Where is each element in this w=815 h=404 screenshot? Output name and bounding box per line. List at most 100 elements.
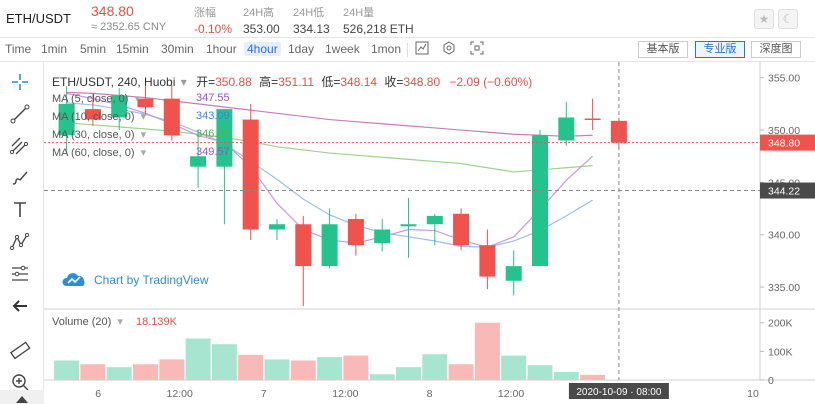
ticker-header: ETH/USDT 348.80 ≈ 2352.65 CNY 涨幅 -0.10% …: [0, 0, 815, 38]
volume-bar: [553, 371, 579, 380]
volume-bar: [396, 367, 421, 380]
tf-5min[interactable]: 5min: [80, 42, 107, 56]
price-tick-label: 335.00: [768, 282, 800, 294]
tf-1mon[interactable]: 1mon: [371, 42, 402, 56]
ma60-line: [66, 91, 593, 137]
legend-symbol[interactable]: ETH/USDT, 240, Huobi: [52, 75, 176, 89]
candle-body: [321, 224, 338, 267]
volume-bar: [106, 367, 132, 380]
candle-body: [426, 215, 443, 225]
stat-value: 334.13: [293, 22, 330, 36]
candle-body: [610, 120, 627, 143]
ma-label: MA (60, close, 0): [52, 147, 135, 159]
zoom-in-icon[interactable]: [8, 370, 32, 394]
fib-tool-icon[interactable]: [8, 134, 32, 158]
star-icon[interactable]: ★: [754, 9, 774, 29]
volume-bar: [369, 374, 395, 380]
tf-4hour[interactable]: 4hour: [244, 42, 281, 56]
open-label: 开=: [196, 75, 216, 89]
pattern-icon[interactable]: [8, 230, 32, 254]
crosshair-price-tag: 344.22: [768, 186, 800, 198]
candle-body: [374, 229, 391, 244]
pair-name: ETH/USDT: [6, 11, 71, 26]
price-chart[interactable]: 355.00350.00345.00340.00335.00200K100K03…: [44, 62, 815, 404]
moon-icon[interactable]: ☾: [778, 9, 798, 29]
time-tick-label: 12:00: [332, 388, 358, 400]
candle-body: [111, 95, 128, 118]
volume-bar: [527, 365, 553, 380]
candle-body: [400, 224, 417, 227]
volume-bar: [474, 322, 500, 380]
tf-15min[interactable]: 15min: [116, 42, 149, 56]
cursor-time-tag-bg: [568, 383, 669, 399]
tradingview-brand[interactable]: Chart by TradingView: [62, 270, 209, 291]
trend-line-icon[interactable]: [8, 102, 32, 126]
collapse-toolbar-button[interactable]: [0, 390, 44, 404]
chart-type-icon[interactable]: [413, 41, 431, 59]
cursor-time-tag: 2020-10-09 · 08:00: [576, 387, 662, 398]
tf-1hour[interactable]: 1hour: [206, 42, 237, 56]
text-tool-icon[interactable]: [8, 198, 32, 222]
legend-ma5[interactable]: MA (5, close, 0) ▾: [52, 93, 141, 105]
time-tick-label: 7: [261, 388, 267, 400]
tf-1min[interactable]: 1min: [41, 42, 68, 56]
settings-icon[interactable]: [440, 41, 458, 59]
view-depth-button[interactable]: 深度图: [751, 41, 801, 58]
stat-volume: 24H量 526,218 ETH: [343, 4, 414, 36]
stat-change: 涨幅 -0.10%: [194, 4, 232, 36]
fullscreen-icon[interactable]: [468, 41, 486, 59]
candle-body: [505, 266, 522, 281]
time-tick-label: 12:00: [167, 388, 193, 400]
prediction-icon[interactable]: [8, 262, 32, 286]
high-label: 高=: [259, 75, 279, 89]
tf-30min[interactable]: 30min: [161, 42, 194, 56]
arrow-left-icon[interactable]: [8, 294, 32, 318]
stat-label: 涨幅: [194, 7, 216, 19]
price-tick-label: 350.00: [768, 125, 800, 137]
tradingview-cloud-icon: [62, 270, 88, 291]
last-price-tag: 348.80: [768, 138, 800, 150]
ma5-value: 347.55: [196, 92, 230, 104]
chart-background: [44, 62, 815, 404]
legend-volume[interactable]: Volume (20) ▾ 18.139K: [52, 316, 177, 328]
volume-tick-label: 100K: [768, 346, 793, 358]
candle-body: [584, 118, 601, 121]
chart-toolbar: Time 1min 5min 15min 30min 1hour 4hour 1…: [0, 38, 815, 62]
view-basic-button[interactable]: 基本版: [638, 41, 688, 58]
volume-bar: [290, 360, 316, 380]
volume-bar: [317, 357, 343, 380]
ma30-line: [66, 122, 593, 173]
tf-time[interactable]: Time: [5, 42, 32, 56]
candle-body: [347, 219, 364, 246]
legend-ohlc: ETH/USDT, 240, Huobi ▾ 开=350.88 高=351.11…: [52, 75, 533, 89]
candle-body: [242, 119, 259, 230]
divider: [407, 43, 408, 57]
candle-body: [295, 224, 312, 267]
stat-label: 24H量: [343, 7, 375, 19]
ma-label: MA (10, close, 0): [52, 111, 135, 123]
volume-bar: [211, 344, 237, 380]
crosshair-icon[interactable]: [8, 70, 32, 94]
close-label: 收=: [384, 75, 404, 89]
volume-bar: [422, 354, 448, 380]
candle-body: [137, 98, 154, 108]
candle-body: [269, 224, 285, 230]
stat-low: 24H低 334.13: [293, 4, 330, 36]
low-label: 低=: [321, 75, 341, 89]
open-value: 350.88: [215, 75, 252, 89]
stat-label: 24H高: [243, 7, 275, 19]
view-pro-button[interactable]: 专业版: [695, 41, 745, 58]
tf-1week[interactable]: 1week: [325, 42, 360, 56]
ruler-icon[interactable]: [8, 338, 32, 362]
legend-ma60[interactable]: MA (60, close, 0) ▾: [52, 147, 147, 159]
legend-ma30[interactable]: MA (30, close, 0) ▾: [52, 129, 147, 141]
volume-bar: [238, 354, 264, 380]
volume-bar: [264, 359, 290, 380]
tf-1day[interactable]: 1day: [288, 42, 315, 56]
volume-tick-label: 0: [768, 375, 774, 387]
legend-ma10[interactable]: MA (10, close, 0) ▾: [52, 111, 147, 123]
candle-body: [532, 135, 548, 267]
brush-icon[interactable]: [8, 166, 32, 190]
last-price: 348.80: [91, 3, 134, 19]
